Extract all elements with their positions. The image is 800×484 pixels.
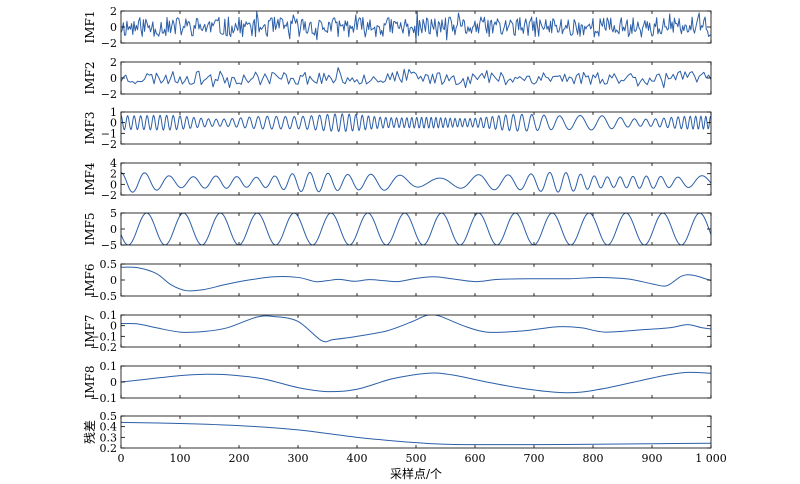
panel-frame bbox=[120, 111, 712, 145]
y-tick-label: −0.1 bbox=[90, 330, 117, 343]
y-tick-label: 0.2 bbox=[100, 442, 118, 455]
panel-frame bbox=[120, 212, 712, 246]
x-tick-label: 400 bbox=[347, 452, 368, 465]
y-tick-label: 1 bbox=[110, 106, 117, 119]
panel-label-residual: 残差 bbox=[83, 420, 97, 444]
y-tick-label: −0.2 bbox=[90, 341, 117, 354]
y-tick-label: 0 bbox=[110, 117, 117, 130]
x-tick-label: 1 000 bbox=[695, 452, 727, 465]
y-tick-label: 2 bbox=[110, 56, 117, 69]
panel-frame bbox=[120, 61, 712, 95]
y-tick-label: 0 bbox=[110, 223, 117, 236]
y-tick-label: −2 bbox=[101, 88, 117, 101]
series-line-imf2 bbox=[121, 67, 711, 89]
panel-frame bbox=[120, 415, 712, 449]
y-tick-label: −0.5 bbox=[90, 290, 117, 303]
y-tick-label: 0 bbox=[110, 178, 117, 191]
x-axis: 0 100 200 300 400 500 600 700 800 900 1 000 采样点/个 bbox=[118, 452, 727, 481]
series-line-imf8 bbox=[121, 371, 711, 394]
series-line-imf5 bbox=[121, 213, 711, 245]
y-tick-label: 0 bbox=[110, 72, 117, 85]
y-tick-label: 0.4 bbox=[100, 421, 118, 434]
panel-imf3: 10−1−2 IMF3 bbox=[83, 106, 712, 151]
series-line-imf1 bbox=[121, 11, 711, 41]
panel-imf1: 2 0 −2 IMF1 bbox=[83, 5, 712, 50]
x-tick-label: 200 bbox=[229, 452, 250, 465]
series-line-imf6 bbox=[121, 266, 711, 292]
y-tick-label: 0.5 bbox=[100, 258, 118, 271]
y-tick-label: 2 bbox=[110, 168, 117, 181]
y-tick-label: 0 bbox=[110, 21, 117, 34]
y-tick-label: 0 bbox=[110, 320, 117, 333]
y-tick-label: 5 bbox=[110, 207, 117, 220]
y-tick-label: 4 bbox=[110, 157, 117, 170]
x-tick-label: 500 bbox=[406, 452, 427, 465]
panel-label-imf8: IMF8 bbox=[83, 366, 97, 399]
series-line-residual bbox=[121, 421, 711, 446]
y-tick-label: 0.3 bbox=[100, 431, 118, 444]
y-tick-label: −5 bbox=[101, 239, 117, 252]
panel-imf4: 420−2 IMF4 bbox=[83, 157, 712, 202]
series-line-imf7 bbox=[121, 315, 711, 343]
y-tick-label: 2 bbox=[110, 5, 117, 18]
panel-frame bbox=[120, 365, 712, 399]
x-tick-label: 0 bbox=[118, 452, 125, 465]
x-tick-label: 700 bbox=[524, 452, 545, 465]
x-tick-label: 600 bbox=[465, 452, 486, 465]
panel-label-imf3: IMF3 bbox=[83, 112, 97, 145]
y-tick-label: −2 bbox=[101, 138, 117, 151]
y-tick-label: −0.1 bbox=[90, 392, 117, 405]
y-tick-label: −2 bbox=[101, 37, 117, 50]
y-tick-label: 0.1 bbox=[100, 309, 118, 322]
y-tick-label: 0 bbox=[110, 274, 117, 287]
x-tick-label: 900 bbox=[642, 452, 663, 465]
y-tick-label: 0.1 bbox=[100, 360, 118, 373]
x-tick-label: 100 bbox=[170, 452, 191, 465]
y-tick-label: 0.5 bbox=[100, 410, 118, 423]
panel-imf2: 2 0 −2 IMF2 bbox=[83, 56, 712, 101]
y-tick-label: −1 bbox=[101, 127, 117, 140]
panel-frame bbox=[120, 263, 712, 297]
x-axis-title: 采样点/个 bbox=[390, 466, 442, 481]
panel-label-imf1: IMF1 bbox=[83, 11, 97, 44]
x-tick-label: 800 bbox=[583, 452, 604, 465]
panel-residual: 0.50.40.30.2残差 bbox=[83, 410, 712, 455]
y-tick-label: −2 bbox=[101, 189, 117, 202]
series-line-imf3 bbox=[121, 113, 711, 133]
y-tick-label: 0 bbox=[110, 376, 117, 389]
x-tick-label: 300 bbox=[288, 452, 309, 465]
panel-label-imf2: IMF2 bbox=[83, 62, 97, 95]
panel-label-imf4: IMF4 bbox=[83, 162, 97, 195]
panel-label-imf7: IMF7 bbox=[83, 315, 97, 348]
series-line-imf4 bbox=[121, 171, 711, 193]
panel-label-imf6: IMF6 bbox=[83, 264, 97, 297]
panel-label-imf5: IMF5 bbox=[83, 213, 97, 246]
panel-imf5: 5 0 −5 IMF5 bbox=[83, 207, 712, 252]
